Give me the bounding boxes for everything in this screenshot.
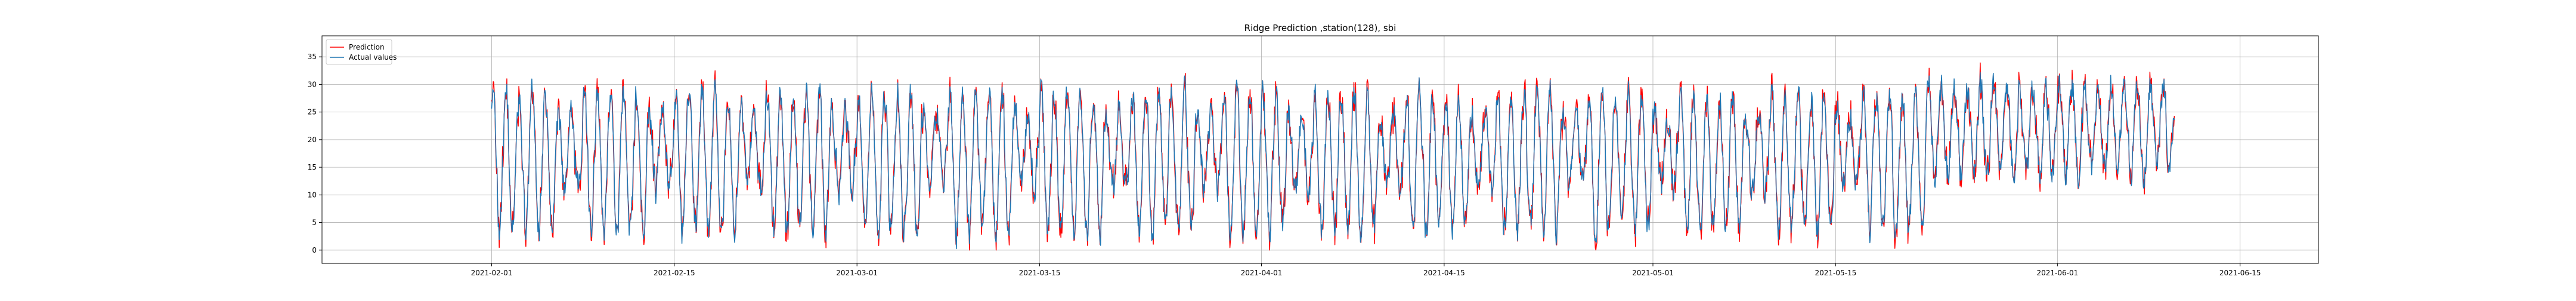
legend-label-actual-values: Actual values (349, 53, 397, 62)
ticks: 2021-02-01 2021-02-15 2021-03-01 2021-03-15… (308, 53, 2261, 277)
x-tick-label-2: 2021-03-01 (836, 269, 878, 277)
x-tick-label-3: 2021-03-15 (1019, 269, 1061, 277)
x-tick-label-8: 2021-06-01 (2036, 269, 2078, 277)
plot-area-frame (321, 35, 2319, 264)
x-tick-label-9: 2021-06-15 (2219, 269, 2261, 277)
x-tick-label-0: 2021-02-01 (471, 269, 513, 277)
chart-title: Ridge Prediction ,station(128), sbi (1244, 23, 1397, 33)
x-tick-label-1: 2021-02-15 (654, 269, 695, 277)
grid (322, 36, 2318, 263)
x-tick-label-5: 2021-04-15 (1423, 269, 1465, 277)
y-tick-label-7: 35 (308, 53, 317, 61)
y-tick-label-6: 30 (308, 80, 317, 88)
legend: Prediction Actual values (326, 39, 397, 65)
y-tick-label-4: 20 (308, 136, 317, 144)
legend-box (326, 39, 392, 65)
series-line-actual-values (491, 72, 2175, 250)
y-tick-label-3: 15 (308, 163, 317, 171)
y-tick-label-2: 10 (308, 191, 317, 199)
x-tick-label-7: 2021-05-15 (1815, 269, 1856, 277)
x-tick-label-6: 2021-05-01 (1632, 269, 1674, 277)
y-tick-label-1: 5 (312, 219, 317, 227)
x-tick-label-4: 2021-04-01 (1241, 269, 1283, 277)
y-tick-label-0: 0 (312, 246, 317, 254)
y-tick-label-5: 25 (308, 108, 317, 116)
legend-label-prediction: Prediction (349, 43, 385, 51)
series-layer (491, 62, 2175, 251)
